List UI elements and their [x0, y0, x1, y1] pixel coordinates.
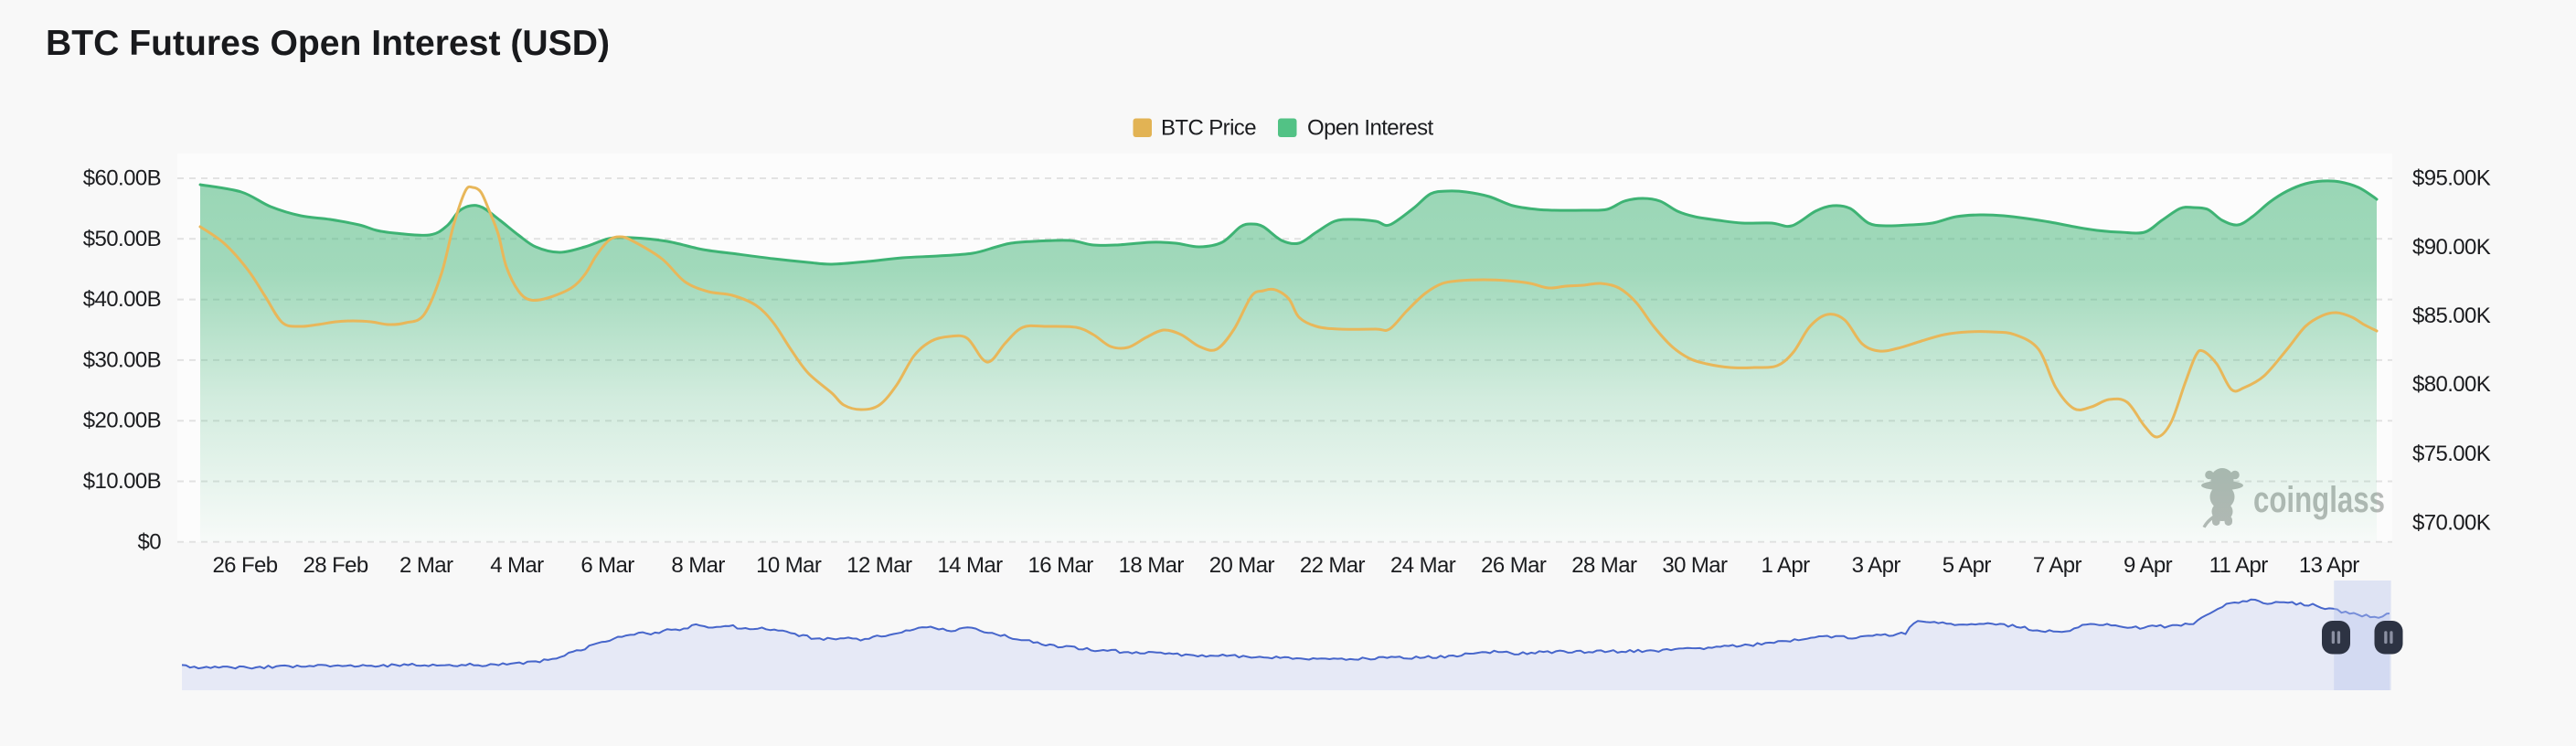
svg-text:28 Feb: 28 Feb — [303, 553, 368, 578]
svg-text:$30.00B: $30.00B — [83, 347, 161, 372]
svg-text:8 Mar: 8 Mar — [671, 553, 725, 578]
svg-text:$80.00K: $80.00K — [2412, 372, 2491, 397]
svg-text:16 Mar: 16 Mar — [1028, 553, 1094, 578]
svg-text:BTC Futures Open Interest (USD: BTC Futures Open Interest (USD) — [46, 24, 610, 63]
svg-text:BTC Price: BTC Price — [1161, 116, 1256, 141]
svg-text:$60.00B: $60.00B — [83, 166, 161, 191]
svg-text:$75.00K: $75.00K — [2412, 442, 2491, 466]
svg-text:26 Feb: 26 Feb — [212, 553, 277, 578]
svg-text:5 Apr: 5 Apr — [1943, 553, 1992, 578]
svg-text:6 Mar: 6 Mar — [580, 553, 634, 578]
svg-text:18 Mar: 18 Mar — [1119, 553, 1185, 578]
svg-text:12 Mar: 12 Mar — [846, 553, 912, 578]
svg-text:30 Mar: 30 Mar — [1662, 553, 1728, 578]
svg-text:$40.00B: $40.00B — [83, 287, 161, 312]
svg-text:9 Apr: 9 Apr — [2124, 553, 2173, 578]
svg-text:2 Mar: 2 Mar — [399, 553, 453, 578]
svg-text:$85.00K: $85.00K — [2412, 304, 2491, 328]
svg-text:$0: $0 — [138, 529, 162, 554]
svg-text:14 Mar: 14 Mar — [937, 553, 1003, 578]
svg-text:13 Apr: 13 Apr — [2299, 553, 2359, 578]
svg-text:4 Mar: 4 Mar — [490, 553, 544, 578]
svg-text:3 Apr: 3 Apr — [1852, 553, 1901, 578]
svg-text:$50.00B: $50.00B — [83, 227, 161, 251]
svg-text:22 Mar: 22 Mar — [1300, 553, 1366, 578]
svg-text:$90.00K: $90.00K — [2412, 235, 2491, 260]
svg-text:$70.00K: $70.00K — [2412, 511, 2491, 536]
svg-text:7 Apr: 7 Apr — [2033, 553, 2082, 578]
svg-text:28 Mar: 28 Mar — [1571, 553, 1637, 578]
svg-text:20 Mar: 20 Mar — [1209, 553, 1275, 578]
svg-text:1 Apr: 1 Apr — [1761, 553, 1810, 578]
svg-text:$20.00B: $20.00B — [83, 409, 161, 433]
svg-text:Open Interest: Open Interest — [1307, 116, 1434, 141]
svg-text:10 Mar: 10 Mar — [756, 553, 822, 578]
svg-text:26 Mar: 26 Mar — [1481, 553, 1547, 578]
svg-text:$10.00B: $10.00B — [83, 469, 161, 494]
svg-text:$95.00K: $95.00K — [2412, 166, 2491, 191]
svg-text:11 Apr: 11 Apr — [2209, 553, 2269, 578]
svg-text:24 Mar: 24 Mar — [1390, 553, 1456, 578]
